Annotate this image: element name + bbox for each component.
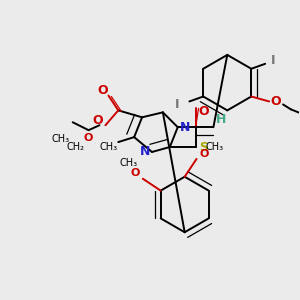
Text: H: H [216,113,226,126]
Text: O: O [198,105,209,118]
Text: I: I [271,54,275,67]
Text: O: O [84,133,93,143]
Text: N: N [179,121,190,134]
Text: O: O [97,84,108,97]
Text: S: S [199,140,208,154]
Text: CH₃: CH₃ [99,142,118,152]
Text: I: I [175,98,180,111]
Text: O: O [200,149,209,159]
Text: O: O [130,168,140,178]
Text: O: O [271,95,281,108]
Text: CH₃: CH₃ [205,142,224,152]
Text: N: N [140,146,150,158]
Text: CH₂: CH₂ [67,142,85,152]
Text: CH₃: CH₃ [52,134,70,144]
Text: O: O [92,114,103,127]
Text: CH₃: CH₃ [120,158,138,168]
